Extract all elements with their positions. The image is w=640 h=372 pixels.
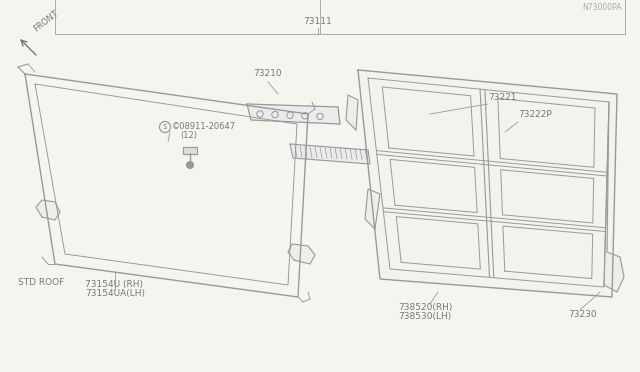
Text: ©08911-20647: ©08911-20647	[172, 122, 236, 131]
Text: N73000PA: N73000PA	[582, 3, 622, 12]
Circle shape	[186, 161, 193, 169]
Text: STD ROOF: STD ROOF	[18, 278, 64, 287]
Text: 73111: 73111	[303, 17, 332, 26]
Text: 73210: 73210	[253, 69, 282, 78]
Polygon shape	[365, 189, 380, 229]
Text: FRONT: FRONT	[32, 9, 60, 34]
Text: 738520(RH): 738520(RH)	[398, 303, 452, 312]
Polygon shape	[288, 244, 315, 264]
Text: 73221: 73221	[488, 93, 516, 102]
Polygon shape	[247, 104, 340, 124]
Polygon shape	[290, 144, 370, 164]
Polygon shape	[346, 95, 358, 130]
Polygon shape	[604, 102, 624, 292]
Text: 73230: 73230	[568, 310, 596, 319]
Polygon shape	[36, 200, 60, 220]
Text: (12): (12)	[180, 131, 197, 140]
Polygon shape	[183, 147, 197, 154]
Text: 73154U (RH): 73154U (RH)	[85, 280, 143, 289]
Text: 73154UA(LH): 73154UA(LH)	[85, 289, 145, 298]
Text: 73222P: 73222P	[518, 110, 552, 119]
Polygon shape	[358, 70, 617, 297]
Text: 738530(LH): 738530(LH)	[398, 312, 451, 321]
Polygon shape	[25, 74, 308, 297]
Text: S: S	[163, 124, 167, 130]
